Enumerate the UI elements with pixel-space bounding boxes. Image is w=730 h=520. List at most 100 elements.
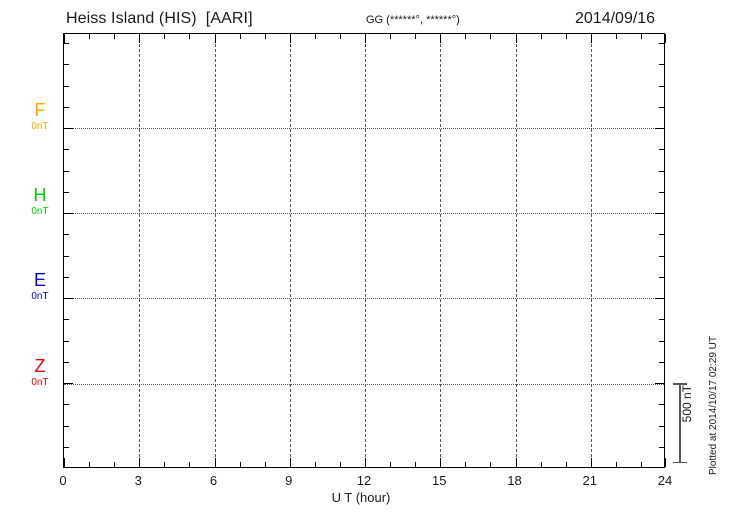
axis-tick-major [64, 458, 65, 467]
axis-tick-minor [64, 85, 69, 87]
axis-tick-major [440, 458, 442, 467]
axis-tick-minor [659, 149, 664, 151]
axis-tick-minor [659, 404, 664, 406]
axis-tick-minor [64, 149, 69, 151]
axis-tick-minor [659, 85, 664, 87]
axis-tick-minor [415, 462, 417, 467]
axis-tick-minor [659, 340, 664, 342]
axis-tick-minor [64, 425, 69, 427]
axis-tick-major [64, 34, 65, 43]
observation-date: 2014/09/16 [575, 10, 656, 27]
axis-tick-minor [339, 462, 341, 467]
x-axis-tick-label: 0 [59, 473, 67, 488]
axis-tick-minor [659, 276, 664, 278]
axis-tick-major [64, 213, 73, 214]
axis-tick-minor [490, 34, 492, 39]
axis-tick-major [515, 34, 517, 43]
axis-tick-minor [114, 462, 116, 467]
axis-tick-minor [64, 255, 69, 257]
scale-bar [673, 383, 687, 463]
axis-tick-major [655, 298, 664, 299]
axis-tick-minor [64, 276, 69, 278]
component-letter: E [33, 270, 46, 290]
x-axis-tick-label: 15 [432, 473, 447, 488]
axis-tick-minor [64, 43, 69, 44]
axis-tick-minor [314, 462, 316, 467]
grid-line-baseline [64, 298, 664, 299]
axis-tick-major [665, 34, 666, 43]
x-axis-tick-label: 24 [657, 473, 673, 488]
axis-tick-major [64, 128, 73, 129]
component-letter: H [33, 185, 47, 205]
axis-tick-major [365, 34, 366, 43]
axis-tick-minor [565, 462, 567, 467]
axis-tick-major [590, 34, 592, 43]
x-axis-title: U T (hour) [0, 490, 730, 505]
axis-tick-minor [314, 34, 316, 39]
axis-tick-minor [659, 191, 664, 193]
grid-line-baseline [64, 384, 664, 385]
grid-line-vertical [365, 34, 366, 467]
grid-line-vertical [515, 34, 517, 467]
axis-tick-minor [615, 34, 617, 39]
axis-tick-minor [659, 106, 664, 108]
axis-tick-minor [659, 234, 664, 236]
axis-tick-major [139, 34, 141, 43]
axis-tick-minor [659, 255, 664, 257]
component-letter: Z [34, 356, 46, 376]
axis-tick-minor [64, 170, 69, 172]
axis-tick-minor [239, 34, 241, 39]
component-label-h: H 0nT [20, 186, 60, 218]
axis-tick-major [64, 298, 73, 299]
axis-tick-minor [615, 462, 617, 467]
axis-tick-minor [64, 404, 69, 406]
axis-tick-minor [64, 319, 69, 321]
component-baseline-unit: 0nT [31, 291, 49, 302]
axis-tick-major [440, 34, 442, 43]
coords-suffix: ) [456, 14, 460, 26]
grid-line-vertical [139, 34, 141, 467]
grid-line-baseline [64, 128, 664, 129]
axis-tick-minor [339, 34, 341, 39]
axis-tick-minor [565, 34, 567, 39]
x-axis-tick-label: 9 [285, 473, 293, 488]
axis-tick-minor [659, 170, 664, 172]
coords-latitude: ******° [389, 14, 420, 26]
axis-tick-minor [264, 462, 266, 467]
component-label-e: E 0nT [20, 271, 60, 303]
scale-bar-bottom-cap [673, 461, 687, 463]
x-axis-title-text: U T (hour) [331, 490, 391, 505]
axis-tick-minor [89, 462, 91, 467]
axis-tick-minor [659, 425, 664, 427]
axis-tick-minor [659, 361, 664, 363]
axis-tick-major [64, 383, 73, 384]
component-baseline-unit: 0nT [31, 377, 49, 388]
component-letter: F [34, 100, 46, 120]
axis-tick-minor [390, 462, 392, 467]
axis-tick-minor [540, 462, 542, 467]
axis-tick-major [365, 458, 366, 467]
plotted-timestamp: Plotted at 2014/10/17 02:29 UT [708, 336, 719, 475]
axis-tick-minor [239, 462, 241, 467]
axis-tick-minor [114, 34, 116, 39]
x-axis-tick-label: 21 [582, 473, 597, 488]
axis-tick-minor [64, 106, 69, 108]
grid-line-vertical [590, 34, 592, 467]
geographic-coordinates: GG (******°, ******°) [366, 14, 460, 26]
axis-tick-major [655, 213, 664, 214]
x-axis-tick-label: 3 [134, 473, 142, 488]
axis-tick-minor [465, 34, 467, 39]
axis-tick-major [590, 458, 592, 467]
grid-line-baseline [64, 213, 664, 214]
axis-tick-major [655, 128, 664, 129]
x-axis-tick-label: 12 [356, 473, 372, 488]
axis-tick-minor [415, 34, 417, 39]
coords-separator: , [419, 14, 427, 26]
axis-tick-minor [640, 462, 642, 467]
axis-tick-major [214, 458, 216, 467]
axis-tick-minor [390, 34, 392, 39]
grid-line-vertical [289, 34, 291, 467]
axis-tick-minor [164, 34, 166, 39]
axis-tick-minor [64, 64, 69, 66]
